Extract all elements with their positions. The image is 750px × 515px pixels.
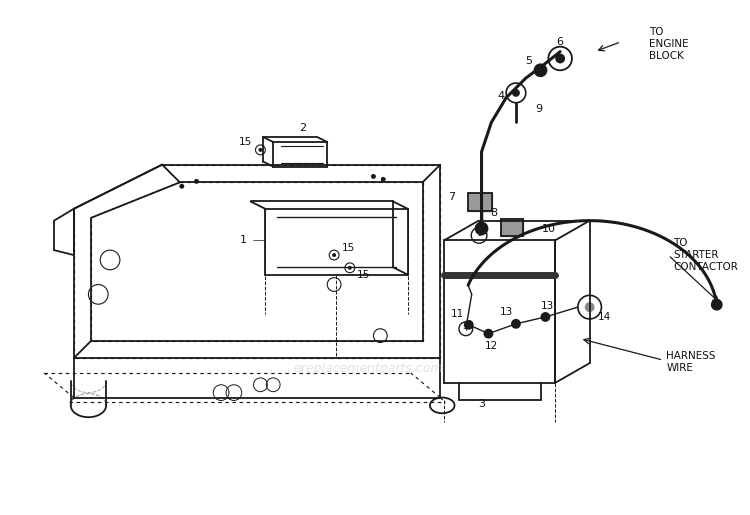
Circle shape — [332, 253, 336, 257]
Text: 13: 13 — [500, 307, 513, 317]
Circle shape — [471, 228, 487, 243]
Text: STARTER: STARTER — [674, 250, 718, 260]
Circle shape — [711, 299, 723, 311]
Polygon shape — [468, 193, 492, 211]
Text: 4: 4 — [498, 91, 505, 101]
Text: 10: 10 — [542, 224, 555, 233]
Text: 13: 13 — [541, 301, 554, 311]
Text: 11: 11 — [450, 309, 464, 319]
Text: HARNESS: HARNESS — [666, 351, 716, 361]
Circle shape — [464, 320, 474, 330]
Text: TO: TO — [674, 238, 688, 248]
Circle shape — [511, 319, 520, 329]
Text: +: + — [463, 324, 470, 333]
Circle shape — [381, 177, 386, 182]
Text: 8: 8 — [490, 208, 497, 218]
Text: -: - — [477, 230, 481, 241]
Circle shape — [179, 184, 184, 188]
Text: TO: TO — [649, 27, 663, 37]
Circle shape — [541, 312, 550, 322]
Circle shape — [194, 179, 199, 184]
Text: 14: 14 — [598, 312, 611, 322]
Text: ENGINE: ENGINE — [649, 39, 688, 49]
Circle shape — [371, 174, 376, 179]
Text: 15: 15 — [357, 270, 370, 280]
Text: 5: 5 — [525, 57, 532, 66]
Circle shape — [348, 266, 352, 270]
Text: 9: 9 — [535, 104, 542, 114]
Text: BLOCK: BLOCK — [649, 50, 683, 61]
Circle shape — [578, 295, 602, 319]
Circle shape — [475, 221, 488, 235]
Circle shape — [585, 302, 595, 312]
Circle shape — [484, 329, 494, 338]
Circle shape — [533, 63, 548, 77]
Text: 12: 12 — [484, 341, 498, 351]
Circle shape — [259, 148, 262, 152]
Text: 1: 1 — [240, 235, 248, 245]
Text: 2: 2 — [299, 123, 306, 133]
Text: ereplacementparts.com: ereplacementparts.com — [294, 362, 443, 374]
Text: 3: 3 — [478, 400, 485, 409]
Circle shape — [459, 322, 472, 336]
Circle shape — [512, 89, 520, 97]
Circle shape — [555, 54, 565, 63]
Polygon shape — [501, 219, 523, 236]
Text: WIRE: WIRE — [666, 363, 693, 373]
Text: 6: 6 — [556, 37, 564, 47]
Text: 15: 15 — [342, 243, 355, 253]
Text: CONTACTOR: CONTACTOR — [674, 262, 738, 272]
Text: 7: 7 — [448, 192, 455, 202]
Text: 15: 15 — [239, 137, 252, 147]
